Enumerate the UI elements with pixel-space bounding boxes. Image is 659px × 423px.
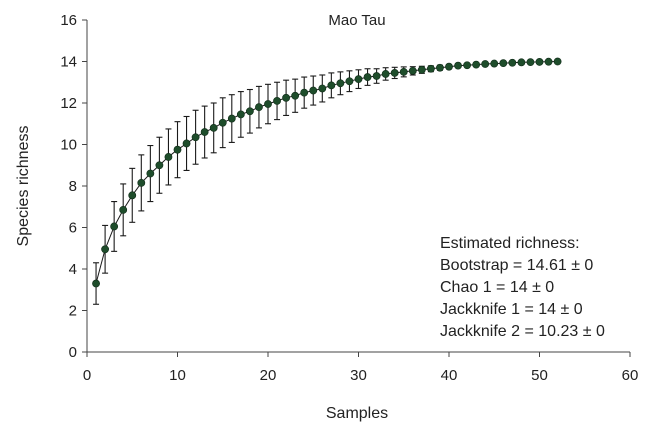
y-tick-label: 12 xyxy=(60,95,77,112)
data-point xyxy=(128,191,137,200)
y-tick-label: 16 xyxy=(60,12,77,29)
data-point xyxy=(390,69,399,77)
data-point xyxy=(137,178,146,187)
data-point xyxy=(517,58,526,67)
x-tick-label: 30 xyxy=(350,367,367,384)
estimated-richness-annotation: Estimated richness: Bootstrap = 14.61 ± … xyxy=(440,235,605,340)
data-point xyxy=(255,103,263,112)
data-point xyxy=(227,114,236,123)
data-point xyxy=(209,124,218,132)
data-point xyxy=(245,107,254,116)
annotation-jackknife2: Jackknife 2 = 10.23 ± 0 xyxy=(440,323,605,340)
data-point xyxy=(454,61,462,70)
data-point xyxy=(273,97,281,105)
data-point xyxy=(173,145,182,154)
data-point xyxy=(490,59,499,68)
data-point xyxy=(345,77,354,86)
y-tick-label: 14 xyxy=(60,54,77,71)
data-point xyxy=(363,73,372,81)
data-point xyxy=(472,60,481,69)
y-tick-label: 0 xyxy=(69,344,77,361)
data-point xyxy=(417,65,426,74)
data-point xyxy=(526,58,535,67)
y-tick-label: 6 xyxy=(69,220,77,237)
data-point xyxy=(110,222,119,231)
data-point xyxy=(544,57,553,66)
data-point xyxy=(92,279,100,288)
data-point xyxy=(463,61,471,70)
data-point xyxy=(399,67,408,76)
x-tick-label: 10 xyxy=(169,367,186,384)
annotation-heading: Estimated richness: xyxy=(440,235,580,252)
data-point xyxy=(291,91,300,100)
data-point xyxy=(381,70,390,78)
data-point xyxy=(408,66,417,75)
data-point xyxy=(182,139,191,148)
data-point xyxy=(445,62,453,71)
data-point xyxy=(119,205,128,214)
x-tick-label: 0 xyxy=(83,367,91,384)
data-point xyxy=(481,60,490,68)
annotation-jackknife1: Jackknife 1 = 14 ± 0 xyxy=(440,301,583,318)
data-point xyxy=(327,81,336,90)
x-tick-label: 20 xyxy=(260,367,277,384)
data-point xyxy=(101,245,109,254)
data-point xyxy=(553,57,562,66)
x-tick-label: 40 xyxy=(441,367,458,384)
y-tick-label: 10 xyxy=(60,137,77,154)
data-point xyxy=(264,100,272,108)
x-tick-label: 50 xyxy=(531,367,548,384)
data-point xyxy=(155,161,164,170)
chart-title: Mao Tau xyxy=(328,12,385,29)
series-line xyxy=(95,61,558,284)
data-point xyxy=(436,63,444,72)
data-point xyxy=(372,72,381,80)
annotation-bootstrap: Bootstrap = 14.61 ± 0 xyxy=(440,257,593,274)
axes: 0 2 4 6 8 10 12 14 16 0 10 20 30 40 50 60 xyxy=(60,12,638,384)
data-point xyxy=(336,79,345,88)
data-point xyxy=(236,110,245,119)
y-tick-label: 2 xyxy=(69,303,77,320)
data-point xyxy=(318,84,327,93)
y-tick-label: 8 xyxy=(69,178,77,195)
data-point xyxy=(300,88,309,97)
data-point xyxy=(218,118,227,127)
data-point xyxy=(309,86,318,95)
annotation-chao1: Chao 1 = 14 ± 0 xyxy=(440,279,554,296)
plot-area xyxy=(92,57,562,305)
data-point xyxy=(354,75,363,84)
data-point xyxy=(535,58,544,66)
data-point xyxy=(200,128,209,136)
data-point xyxy=(282,93,290,102)
x-tick-label: 60 xyxy=(622,367,639,384)
y-tick-label: 4 xyxy=(69,261,77,278)
data-point xyxy=(164,153,173,161)
data-point xyxy=(146,169,155,178)
data-point xyxy=(426,64,435,73)
data-point xyxy=(508,58,517,67)
x-axis-title: Samples xyxy=(326,405,388,422)
y-axis-title: Species richness xyxy=(15,126,32,247)
data-point xyxy=(499,59,508,68)
data-point xyxy=(191,133,200,142)
